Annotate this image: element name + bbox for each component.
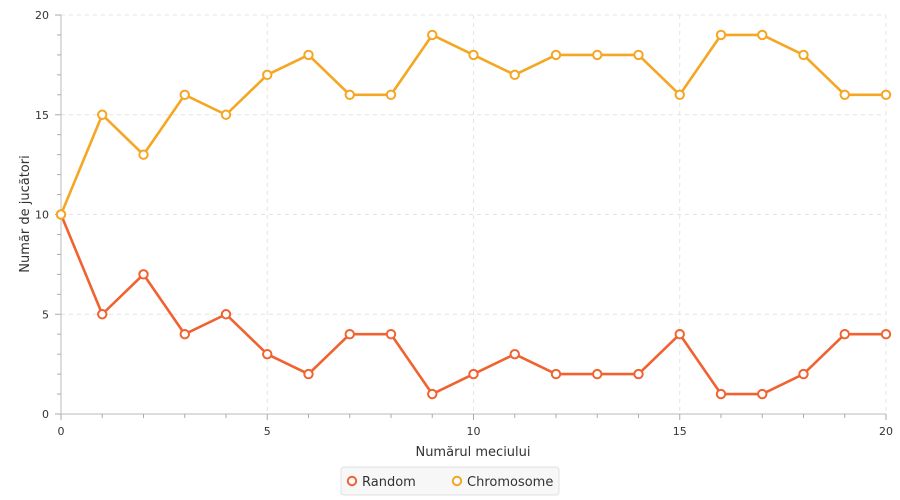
data-point: [97, 109, 108, 120]
data-point: [880, 329, 892, 340]
grid: [61, 14, 887, 414]
legend-label: Chromosome: [467, 475, 553, 490]
data-point: [715, 29, 727, 41]
legend: Random Chromosome: [340, 466, 560, 496]
legend-marker: [346, 475, 358, 487]
data-point: [592, 49, 603, 61]
data-point: [509, 348, 520, 360]
data-point: [798, 368, 809, 380]
data-point: [262, 348, 273, 360]
x-tick-label: 10: [467, 425, 481, 438]
data-point: [715, 388, 727, 400]
data-point: [468, 368, 479, 380]
legend-marker: [451, 475, 463, 487]
legend-box: [340, 466, 560, 496]
x-tick-label: 5: [264, 425, 271, 438]
data-point: [468, 49, 479, 61]
data-point: [303, 49, 314, 61]
data-point: [757, 388, 768, 400]
data-point: [344, 89, 355, 101]
y-tick-label: 15: [35, 109, 49, 122]
y-axis-label: Număr de jucători: [18, 155, 33, 272]
data-point: [220, 309, 232, 320]
legend-item-random: Random: [346, 475, 416, 490]
data-point: [385, 89, 397, 101]
data-point: [633, 49, 644, 61]
x-tick-label: 0: [58, 425, 65, 438]
data-point: [839, 329, 850, 340]
x-tick-label: 15: [673, 425, 687, 438]
series: [55, 29, 892, 400]
data-point: [303, 368, 314, 380]
data-point: [798, 49, 809, 61]
x-tick-label: 20: [879, 425, 893, 438]
series-chromosome: [55, 29, 892, 220]
data-point: [674, 329, 685, 340]
data-point: [97, 309, 108, 320]
legend-label: Random: [362, 475, 416, 490]
data-point: [344, 329, 355, 340]
data-point: [509, 69, 520, 81]
y-tick-label: 0: [42, 408, 49, 421]
data-point: [550, 368, 562, 380]
data-point: [839, 89, 850, 101]
data-point: [262, 69, 273, 81]
data-point: [427, 29, 438, 41]
y-tick-label: 5: [42, 308, 49, 321]
data-point: [385, 329, 397, 340]
data-point: [427, 388, 438, 400]
legend-item-chromosome: Chromosome: [451, 475, 553, 490]
data-point: [179, 89, 190, 101]
data-point: [220, 109, 232, 120]
data-point: [138, 269, 149, 280]
data-point: [55, 209, 67, 220]
data-point: [592, 368, 603, 380]
data-point: [179, 329, 190, 340]
data-point: [633, 368, 644, 380]
data-point: [550, 49, 562, 61]
data-point: [674, 89, 685, 101]
y-tick-label: 20: [35, 9, 49, 22]
data-point: [138, 149, 149, 160]
data-point: [880, 89, 892, 101]
x-axis-label: Numărul meciului: [415, 445, 530, 460]
y-tick-label: 10: [35, 209, 49, 222]
data-point: [757, 29, 768, 41]
